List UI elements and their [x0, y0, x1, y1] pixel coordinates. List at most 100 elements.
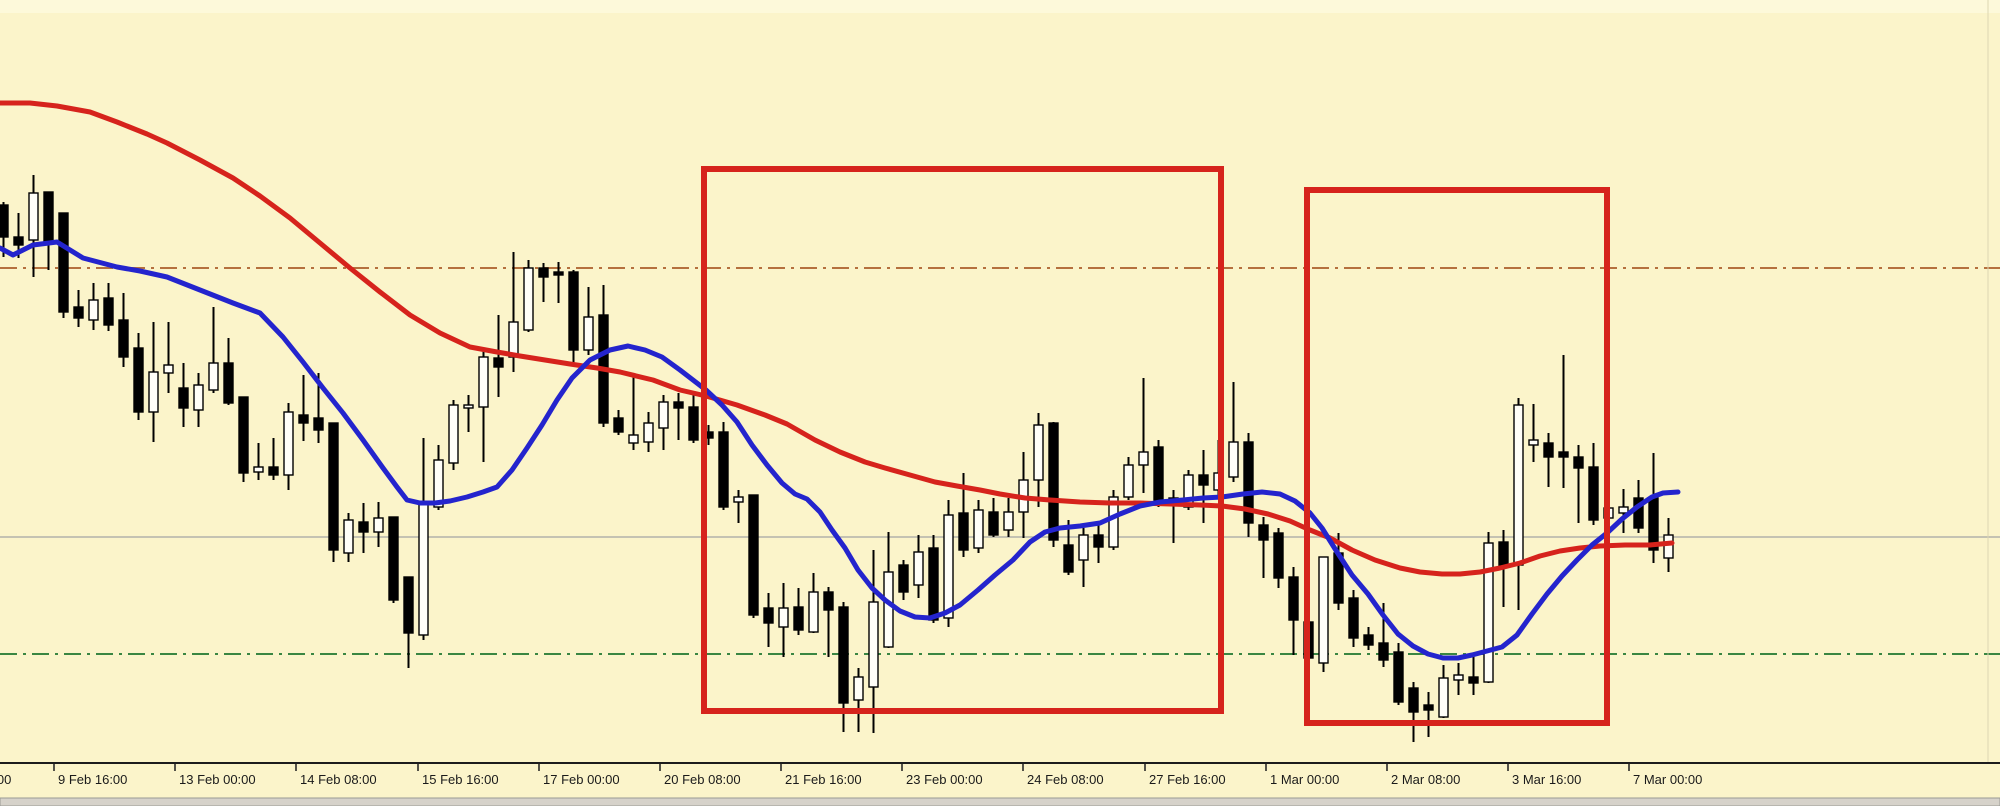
candlestick-bull — [523, 267, 534, 331]
candlestick-bull — [628, 434, 639, 444]
candlestick-bear — [748, 494, 759, 616]
candlestick-bull — [1438, 677, 1449, 718]
candlestick-bear — [388, 516, 399, 601]
candlestick-bear — [1423, 704, 1434, 711]
bottom-strip — [0, 797, 2000, 806]
candlestick-bull — [433, 459, 444, 508]
axis-label: 3 Mar 16:00 — [1512, 772, 1581, 787]
candlestick-bear — [403, 576, 414, 634]
candlestick-bull — [733, 496, 744, 503]
candlestick-bear — [1093, 534, 1104, 548]
candlestick-bear — [988, 511, 999, 536]
candlestick-bull — [28, 192, 39, 241]
candlestick-bull — [448, 404, 459, 464]
candlestick-bear — [928, 547, 939, 621]
candlestick-bull — [253, 466, 264, 473]
candlestick-bear — [718, 431, 729, 508]
candlestick-bear — [673, 401, 684, 409]
candlestick-bear — [613, 417, 624, 433]
candlestick-bear — [1048, 422, 1059, 541]
candlestick-bull — [1108, 496, 1119, 548]
candlestick-bull — [1123, 464, 1134, 498]
candlestick-bull — [1453, 674, 1464, 681]
candlestick-bull — [883, 571, 894, 648]
candlestick-bull — [1003, 511, 1014, 531]
axis-label: 15 Feb 16:00 — [422, 772, 499, 787]
candlestick-bear — [178, 387, 189, 409]
candlestick-bull — [778, 607, 789, 628]
candlestick-bull — [208, 362, 219, 391]
candlestick-bull — [853, 676, 864, 701]
candlestick-bull — [943, 514, 954, 619]
candlestick-bear — [43, 191, 54, 243]
candlestick-bear — [358, 521, 369, 533]
candlestick-bull — [913, 551, 924, 586]
candlestick-bear — [1378, 642, 1389, 661]
candlestick-bear — [763, 607, 774, 624]
fast-moving-average-line[interactable] — [0, 239, 1681, 661]
candlestick-bull — [463, 404, 474, 409]
candlestick-bear — [958, 512, 969, 551]
candlestick-bear — [838, 606, 849, 704]
candlestick-bear — [298, 414, 309, 424]
slow-moving-average-line[interactable] — [0, 100, 1675, 577]
candlestick-bear — [58, 212, 69, 313]
candlestick-bear — [313, 417, 324, 431]
candlestick-bear — [823, 591, 834, 611]
candlestick-bear — [553, 271, 564, 276]
axis-label: 9 Feb 16:00 — [58, 772, 127, 787]
candlestick-bull — [193, 384, 204, 411]
candlestick-bear — [328, 422, 339, 551]
axis-label: 2 Mar 08:00 — [1391, 772, 1460, 787]
candlestick-bull — [808, 591, 819, 633]
candlestick-bear — [0, 204, 9, 238]
candlestick-bear — [13, 236, 24, 246]
candlestick-bear — [1258, 524, 1269, 541]
candlestick-bear — [1588, 466, 1599, 521]
axis-label-partial: 8:00 — [0, 772, 11, 787]
candlestick-bull — [643, 422, 654, 443]
axis-label: 23 Feb 00:00 — [906, 772, 983, 787]
candlestick-bear — [1393, 651, 1404, 703]
axis-label: 7 Mar 00:00 — [1633, 772, 1702, 787]
highlight-rectangle-1[interactable] — [701, 166, 1224, 714]
candlestick-bull — [1318, 556, 1329, 664]
candlestick-bear — [1153, 446, 1164, 501]
candlestick-bear — [1063, 544, 1074, 573]
candlestick-bear — [898, 564, 909, 593]
candlestick-bear — [223, 362, 234, 404]
candlestick-bull — [973, 509, 984, 549]
candlestick-bear — [238, 396, 249, 474]
candlestick-bull — [868, 601, 879, 688]
axis-label: 21 Feb 16:00 — [785, 772, 862, 787]
candlestick-bull — [1138, 451, 1149, 466]
candlestick-bear — [103, 297, 114, 326]
axis-label: 1 Mar 00:00 — [1270, 772, 1339, 787]
candlestick-bull — [343, 519, 354, 554]
candlestick-bear — [73, 306, 84, 319]
candlestick-bull — [148, 371, 159, 413]
candlestick-bear — [1558, 451, 1569, 458]
candlestick-bull — [283, 411, 294, 476]
candlestick-bear — [493, 357, 504, 368]
candlestick-bull — [1228, 441, 1239, 478]
axis-label: 17 Feb 00:00 — [543, 772, 620, 787]
highlight-rectangle-2[interactable] — [1304, 187, 1610, 726]
candlestick-bear — [268, 466, 279, 476]
candlestick-bear — [1468, 676, 1479, 684]
candlestick-bear — [1288, 576, 1299, 621]
candlestick-bear — [1348, 597, 1359, 639]
axis-label: 27 Feb 16:00 — [1149, 772, 1226, 787]
candlestick-bear — [1573, 456, 1584, 469]
candlestick-bear — [1363, 634, 1374, 646]
candlestick-bear — [1543, 442, 1554, 458]
candlestick-bear — [1498, 541, 1509, 568]
candlestick-bull — [658, 401, 669, 429]
candlestick-bull — [478, 356, 489, 408]
candlestick-bull — [583, 316, 594, 351]
axis-label: 13 Feb 00:00 — [179, 772, 256, 787]
candlestick-bear — [568, 271, 579, 351]
candlestick-bull — [1513, 404, 1524, 566]
